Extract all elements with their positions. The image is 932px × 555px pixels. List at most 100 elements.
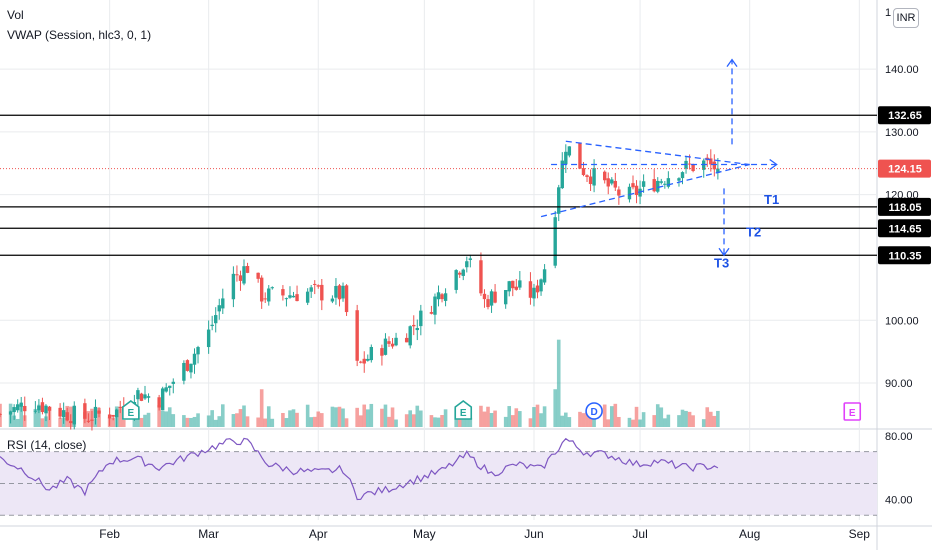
- target-label: T1: [764, 192, 779, 207]
- volume-bar: [468, 417, 473, 427]
- volume-bar: [312, 416, 317, 427]
- volume-bar: [238, 409, 243, 427]
- volume-bar: [482, 411, 487, 427]
- volume-bar: [528, 418, 533, 427]
- candle-body: [114, 409, 119, 418]
- candle-body: [656, 180, 660, 192]
- volume-bar: [182, 415, 186, 427]
- volume-bar: [355, 407, 359, 427]
- volume-bar: [419, 410, 423, 427]
- candle-body: [627, 186, 632, 200]
- candle-body: [168, 385, 172, 388]
- volume-bar: [196, 413, 200, 427]
- time-tick-label: Sep: [849, 527, 871, 541]
- volume-bar: [263, 418, 268, 427]
- candle-body: [40, 402, 45, 413]
- time-tick-label: Aug: [739, 527, 760, 541]
- candle-body: [231, 273, 236, 300]
- dividend-badge: [585, 402, 603, 420]
- candle-body: [390, 343, 395, 347]
- candle-body: [553, 217, 557, 266]
- candle-body: [44, 405, 48, 414]
- volume-bar: [666, 414, 671, 427]
- earnings-marker[interactable]: E: [122, 400, 140, 420]
- volume-bar: [380, 408, 384, 427]
- candle-body: [37, 405, 41, 411]
- volume-bar: [701, 419, 706, 427]
- rsi-legend-label[interactable]: RSI (14, close): [7, 438, 87, 452]
- volume-bar: [139, 417, 144, 427]
- earnings-marker[interactable]: E: [454, 400, 473, 420]
- time-tick-label: Jun: [524, 527, 543, 541]
- candle-body: [514, 286, 518, 290]
- candle-body: [157, 397, 161, 408]
- candle-body: [436, 292, 441, 300]
- last-price-tag: [878, 159, 931, 178]
- candle-body: [245, 265, 250, 273]
- volume-bar: [245, 416, 250, 427]
- dividend-marker[interactable]: D: [585, 402, 603, 420]
- volume-bar: [189, 417, 193, 427]
- volume-bar: [394, 419, 398, 427]
- volume-bar: [295, 412, 299, 427]
- volume-bar: [440, 415, 444, 427]
- volume-bar: [217, 416, 222, 427]
- candle-body: [659, 181, 663, 183]
- volume-bar: [22, 415, 27, 427]
- candle-body: [641, 181, 646, 187]
- candle-body: [15, 404, 20, 411]
- volume-bar: [493, 410, 497, 427]
- candle-body: [415, 327, 419, 331]
- candle-body: [716, 168, 720, 174]
- dividend-letter: D: [590, 407, 597, 418]
- volume-legend-label[interactable]: Vol: [7, 8, 24, 22]
- candle-body: [663, 183, 667, 185]
- candle-body: [369, 346, 374, 361]
- volume-bar: [567, 417, 572, 427]
- candle-body: [19, 402, 23, 407]
- candle-body: [585, 175, 589, 178]
- candle-body: [613, 180, 618, 188]
- candle-body: [507, 281, 511, 292]
- volume-bar: [535, 404, 540, 427]
- volume-bar: [433, 417, 437, 427]
- earnings-marker[interactable]: E: [843, 402, 862, 421]
- level-price-tag: [878, 246, 931, 265]
- volume-bar: [288, 410, 292, 427]
- candle-body: [256, 272, 260, 279]
- candle-body: [535, 285, 540, 293]
- earnings-badge: [122, 400, 140, 420]
- candle-body: [468, 258, 473, 260]
- volume-bar: [556, 339, 561, 427]
- price-tick-label: 100.00: [885, 315, 919, 327]
- candle-body: [281, 289, 285, 296]
- vwap-legend-label[interactable]: VWAP (Session, hlc3, 0, 1): [7, 28, 152, 42]
- candle-body: [359, 361, 363, 363]
- volume-bar: [19, 406, 24, 427]
- volume-bar: [369, 403, 374, 427]
- volume-bar: [716, 410, 720, 427]
- candle-body: [97, 410, 101, 414]
- level-price-label: 118.05: [888, 202, 921, 214]
- currency-badge[interactable]: INR: [893, 8, 919, 28]
- target-label: T2: [746, 224, 761, 239]
- candle-body: [493, 291, 497, 303]
- candle-body: [136, 390, 140, 400]
- candle-body: [330, 298, 335, 302]
- volume-bar: [259, 389, 264, 427]
- volume-bar: [192, 416, 197, 427]
- volume-bar: [510, 415, 515, 427]
- candle-body: [355, 310, 359, 361]
- target-label: T3: [714, 255, 729, 270]
- candle-body: [588, 176, 593, 185]
- level-price-tag: [878, 219, 931, 238]
- volume-bar: [539, 413, 543, 427]
- volume-bar: [157, 405, 161, 427]
- candle-body: [171, 381, 175, 384]
- candle-body: [192, 353, 197, 365]
- candle-body: [61, 410, 66, 418]
- candle-body: [419, 310, 423, 327]
- candle-body: [139, 393, 144, 401]
